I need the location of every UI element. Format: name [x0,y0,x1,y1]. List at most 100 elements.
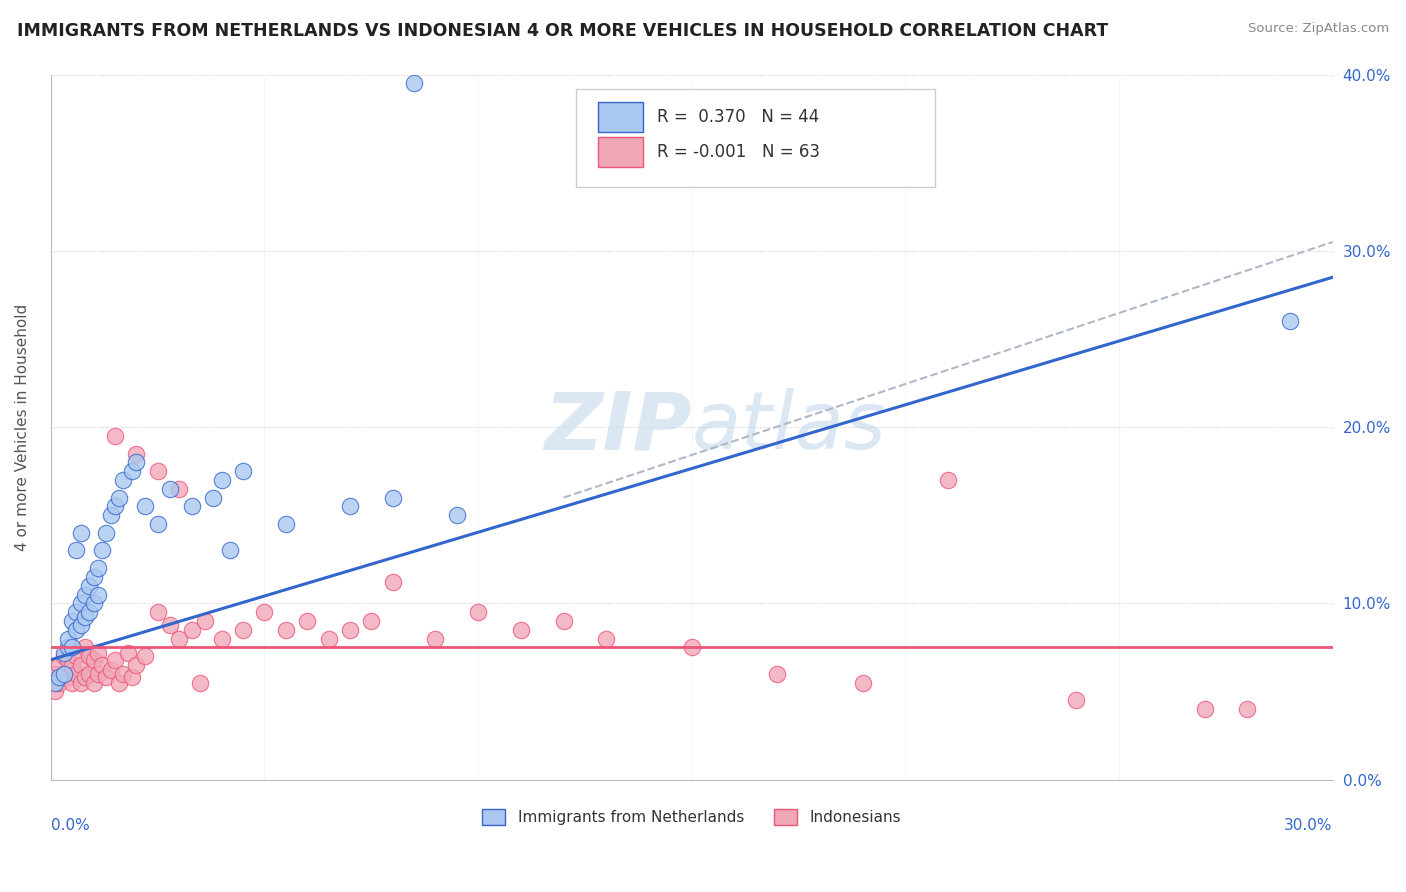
Point [360,614,382,628]
Point [211,473,233,487]
Point [232,464,254,478]
Point [159,482,181,496]
Point [509,623,531,637]
Point [766,666,789,681]
Point [69,658,91,673]
Legend: Immigrants from Netherlands, Indonesians: Immigrants from Netherlands, Indonesians [482,809,901,825]
Point [467,605,489,619]
Point [381,491,404,505]
Point [219,543,242,558]
Point [190,675,212,690]
Point [69,596,91,610]
Point [425,632,447,646]
Point [202,491,225,505]
Point [339,623,361,637]
Point [83,570,105,584]
Point [48,670,70,684]
Point [112,473,135,487]
Point [402,76,425,90]
Point [83,596,105,610]
Point [134,500,156,514]
Point [79,666,101,681]
Point [65,649,87,664]
Text: R =  0.370   N = 44: R = 0.370 N = 44 [657,108,820,126]
Point [167,482,190,496]
Point [146,464,169,478]
Point [167,632,190,646]
Point [65,623,87,637]
Point [274,623,297,637]
Point [125,446,148,460]
Point [65,605,87,619]
Point [79,579,101,593]
Point [232,623,254,637]
Point [60,614,83,628]
Point [211,632,233,646]
Bar [598,102,643,132]
Point [60,640,83,655]
Point [159,617,181,632]
Point [60,675,83,690]
Y-axis label: 4 or more Vehicles in Household: 4 or more Vehicles in Household [15,303,30,550]
Point [52,666,75,681]
Point [121,464,143,478]
Point [69,525,91,540]
Point [52,649,75,664]
Point [194,614,217,628]
Text: IMMIGRANTS FROM NETHERLANDS VS INDONESIAN 4 OR MORE VEHICLES IN HOUSEHOLD CORREL: IMMIGRANTS FROM NETHERLANDS VS INDONESIA… [17,22,1108,40]
Point [104,429,127,443]
Point [44,666,66,681]
Point [96,525,118,540]
Point [108,491,131,505]
Point [104,500,127,514]
Point [69,675,91,690]
Point [73,670,96,684]
Text: R = -0.001   N = 63: R = -0.001 N = 63 [657,143,820,161]
Point [108,675,131,690]
Point [146,516,169,531]
Point [112,666,135,681]
Point [52,646,75,660]
Point [48,658,70,673]
Point [56,670,79,684]
Point [96,670,118,684]
Text: ZIP: ZIP [544,388,692,467]
Point [318,632,340,646]
Point [274,516,297,531]
Point [87,561,110,575]
Point [100,508,122,523]
Point [553,614,575,628]
Point [56,653,79,667]
Point [1066,693,1088,707]
Point [52,666,75,681]
Point [91,543,114,558]
Text: 30.0%: 30.0% [1284,818,1333,833]
Point [56,640,79,655]
Point [44,684,66,698]
Point [936,473,959,487]
Point [100,663,122,677]
Point [69,617,91,632]
Point [83,675,105,690]
Point [73,588,96,602]
Point [446,508,468,523]
Point [681,640,703,655]
Point [83,653,105,667]
Point [79,605,101,619]
Point [73,610,96,624]
Point [1194,702,1216,716]
Text: Source: ZipAtlas.com: Source: ZipAtlas.com [1249,22,1389,36]
Point [87,646,110,660]
Point [65,543,87,558]
Point [48,675,70,690]
Point [1279,314,1302,328]
Point [91,658,114,673]
Point [1236,702,1258,716]
FancyBboxPatch shape [576,88,935,187]
Point [60,658,83,673]
Point [339,500,361,514]
Point [297,614,319,628]
Point [87,666,110,681]
Point [852,675,875,690]
Point [125,658,148,673]
